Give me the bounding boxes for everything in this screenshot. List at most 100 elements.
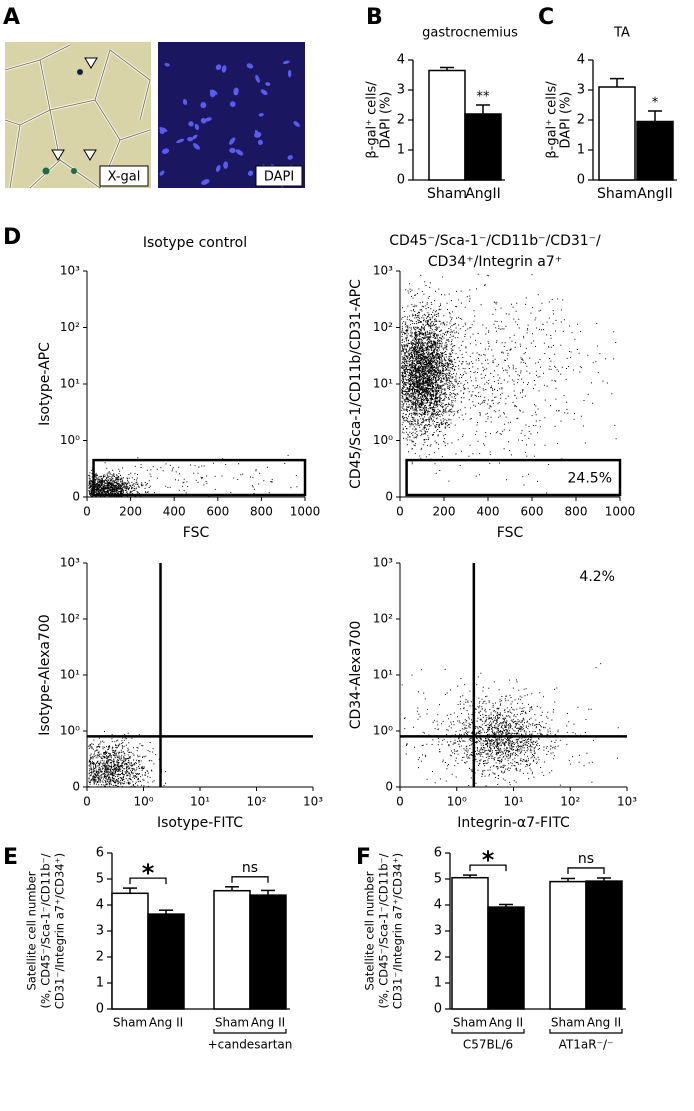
chart-title: CD45⁻/Sca-1⁻/CD11b⁻/CD31⁻/ — [389, 233, 601, 249]
x-tick-label: 800 — [565, 505, 588, 519]
y-tick-label: 0 — [72, 780, 80, 794]
y-tick-label: 10¹ — [373, 377, 393, 391]
y-axis-label: Satellite cell number — [363, 871, 377, 990]
x-tick-label: Sham — [215, 1016, 249, 1030]
y-tick-label: 0 — [96, 1002, 104, 1017]
x-axis-label: FSC — [183, 525, 210, 541]
x-tick-label: 0 — [396, 505, 404, 519]
event-cloud — [401, 663, 619, 787]
y-tick-label: 10³ — [60, 556, 80, 570]
y-tick-label: 1 — [577, 143, 585, 158]
gate — [405, 458, 622, 497]
significance-bracket — [567, 867, 605, 874]
y-tick-label: 4 — [434, 898, 442, 913]
y-tick-label: 4 — [577, 53, 585, 68]
y-tick-label: 5 — [434, 872, 442, 887]
y-axis-label: CD31⁻/Integrin a7⁺/CD34⁺) — [53, 853, 67, 1009]
y-axis-label: DAPI (%) — [559, 92, 574, 149]
bar — [487, 906, 525, 1010]
bar — [451, 876, 489, 1010]
y-tick-label: 10⁰ — [373, 724, 393, 738]
significance: * — [652, 96, 659, 111]
x-tick-label: 1000 — [605, 505, 636, 519]
y-tick-label: 4 — [96, 898, 104, 913]
y-axis-label: (%, CD45⁻/Sca-1⁻/CD11b⁻/ — [39, 853, 53, 1008]
group-label: +candesartan — [208, 1038, 293, 1052]
axes — [86, 563, 313, 788]
x-tick-label: 600 — [206, 505, 229, 519]
bar — [585, 880, 623, 1010]
group-bracket — [451, 1029, 525, 1034]
y-axis-label: CD31⁻/Integrin a7⁺/CD34⁺) — [391, 853, 405, 1009]
gate-label: 4.2% — [579, 569, 615, 585]
x-tick-label: 10¹ — [190, 795, 210, 809]
x-axis-label: Isotype-FITC — [157, 815, 243, 831]
chart-title: TA — [613, 26, 630, 41]
y-tick-label: 10² — [373, 612, 393, 626]
x-tick-label: 10² — [560, 795, 580, 809]
y-axis-label: β-gal⁺ cells/ — [545, 81, 560, 159]
significance: * — [482, 846, 495, 874]
y-tick-label: 10⁰ — [60, 433, 80, 447]
y-tick-label: 2 — [577, 113, 585, 128]
y-tick-label: 10⁰ — [60, 724, 80, 738]
gate — [92, 458, 307, 497]
group-label: C57BL/6 — [463, 1038, 513, 1052]
x-axis-label: FSC — [497, 525, 524, 541]
y-axis-label: β-gal⁺ cells/ — [365, 81, 380, 159]
event-cloud — [88, 454, 298, 498]
y-tick-label: 10¹ — [373, 668, 393, 682]
chart-title: gastrocnemius — [422, 26, 518, 41]
y-tick-label: 0 — [434, 1002, 442, 1017]
x-tick-label: 10³ — [617, 795, 637, 809]
y-tick-label: 3 — [434, 924, 442, 939]
y-tick-label: 2 — [96, 950, 104, 965]
significance: ns — [242, 860, 258, 876]
y-tick-label: 1 — [434, 976, 442, 991]
x-tick-label: 200 — [433, 505, 456, 519]
x-tick-label: Sham — [551, 1016, 585, 1030]
y-tick-label: 3 — [96, 924, 104, 939]
x-tick-label: Sham — [427, 186, 467, 202]
significance: ** — [477, 90, 491, 105]
y-axis-label: Isotype-APC — [37, 342, 53, 426]
xgal-image: X-gal — [4, 42, 152, 190]
group-bracket — [549, 1029, 623, 1034]
x-tick-label: 400 — [477, 505, 500, 519]
image-label: X-gal — [108, 170, 141, 185]
y-tick-label: 1 — [397, 143, 405, 158]
event-cloud — [401, 273, 617, 494]
bar — [111, 892, 149, 1010]
bar — [213, 889, 251, 1010]
y-tick-label: 0 — [385, 780, 393, 794]
bar — [428, 69, 466, 181]
x-tick-label: Ang II — [251, 1016, 285, 1030]
y-tick-label: 3 — [577, 83, 585, 98]
gate-label: 24.5% — [568, 471, 612, 487]
y-tick-label: 1 — [96, 976, 104, 991]
x-tick-label: Sham — [113, 1016, 147, 1030]
x-tick-label: 10⁰ — [133, 795, 153, 809]
x-tick-label: 0 — [83, 505, 91, 519]
y-tick-label: 2 — [434, 950, 442, 965]
y-tick-label: 10³ — [373, 556, 393, 570]
significance-bracket — [469, 864, 507, 872]
y-tick-label: 10¹ — [60, 668, 80, 682]
x-tick-label: 10¹ — [503, 795, 523, 809]
group-bracket — [213, 1029, 287, 1034]
y-tick-label: 0 — [577, 173, 585, 188]
bar — [598, 86, 636, 181]
bar — [636, 120, 674, 181]
axes — [86, 271, 305, 498]
bar — [549, 880, 587, 1010]
y-tick-label: 6 — [96, 846, 104, 861]
chart-title: Isotype control — [143, 235, 247, 251]
x-tick-label: 10³ — [303, 795, 323, 809]
y-tick-label: 10³ — [373, 264, 393, 278]
y-tick-label: 10² — [373, 320, 393, 334]
y-tick-label: 5 — [96, 872, 104, 887]
y-tick-label: 10² — [60, 612, 80, 626]
y-axis-label: CD45/Sca-1/CD11b/CD31-APC — [348, 279, 364, 489]
y-axis-label: Satellite cell number — [25, 871, 39, 990]
x-tick-label: Ang II — [489, 1016, 523, 1030]
